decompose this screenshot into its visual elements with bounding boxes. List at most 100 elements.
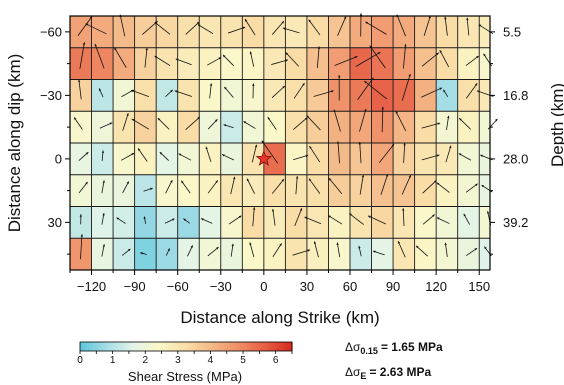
- slip-vector: [85, 23, 107, 35]
- slip-vector: [271, 59, 289, 65]
- slip-vector: [187, 245, 194, 257]
- slip-vector: [137, 148, 148, 162]
- slip-vector: [249, 51, 255, 67]
- slip-vector: [80, 234, 84, 260]
- slip-vector: [372, 250, 385, 256]
- slip-vector: [271, 178, 285, 194]
- stress-cell: [479, 206, 490, 239]
- slip-vector: [207, 246, 219, 257]
- slip-vector: [252, 83, 255, 99]
- slip-vector: [227, 26, 246, 34]
- x-tick-label: −90: [124, 279, 146, 294]
- slip-vector: [244, 18, 256, 36]
- slip-vector: [295, 176, 299, 195]
- slip-vector: [174, 90, 193, 97]
- slip-vector: [282, 27, 300, 34]
- slip-vector: [165, 89, 174, 98]
- slip-vector: [458, 117, 472, 130]
- depth-tick-label: 16.8: [503, 88, 528, 103]
- slip-vector: [336, 242, 341, 258]
- slip-vector: [224, 86, 234, 98]
- slip-vector: [164, 218, 175, 224]
- slip-vector: [359, 174, 365, 195]
- slip-vector: [292, 249, 311, 256]
- slip-vector: [395, 110, 407, 132]
- slip-vector: [334, 55, 358, 66]
- slip-vector: [78, 151, 89, 161]
- slip-vector: [99, 122, 113, 129]
- slip-vector: [402, 208, 405, 226]
- slip-vector: [207, 56, 222, 66]
- slip-vector: [379, 143, 395, 163]
- slip-vector: [271, 20, 285, 35]
- slip-vector: [401, 174, 412, 195]
- slip-vector: [465, 183, 478, 193]
- slip-vector: [243, 121, 256, 129]
- slip-vector: [159, 151, 169, 161]
- slip-vector: [230, 176, 236, 195]
- slip-vector: [79, 42, 86, 70]
- slip-vector: [207, 119, 218, 130]
- slip-vector: [207, 180, 219, 194]
- y-tick-label: −60: [40, 24, 62, 39]
- slip-vector: [421, 87, 443, 98]
- slip-vector: [465, 55, 479, 66]
- slip-vector: [144, 47, 148, 68]
- slip-vector: [180, 180, 191, 194]
- slip-vector: [285, 52, 300, 67]
- slip-vector: [249, 242, 255, 258]
- slip-vector: [131, 89, 150, 98]
- slip-vector: [445, 145, 452, 163]
- slip-vector: [309, 145, 321, 163]
- slip-vector: [359, 108, 367, 132]
- slip-vector: [143, 216, 147, 224]
- slip-vector: [465, 83, 478, 99]
- slip-vector: [131, 118, 149, 130]
- slip-arrows: [73, 13, 498, 260]
- slip-vector: [421, 154, 440, 161]
- slip-vector: [458, 153, 472, 161]
- slip-vector: [358, 141, 362, 164]
- slip-vector: [79, 214, 83, 225]
- slip-vector: [316, 46, 321, 68]
- y-tick-label: 0: [55, 151, 62, 166]
- x-axis-label: Distance along Strike (km): [180, 308, 379, 327]
- x-tick-label: 90: [386, 279, 400, 294]
- slip-vector: [446, 115, 450, 131]
- slip-vector: [116, 217, 126, 224]
- stress-drop-015: Δσ0.15 = 1.65 MPa: [345, 340, 443, 356]
- slip-vector: [306, 115, 321, 131]
- slip-vector: [228, 215, 242, 225]
- slip-vector: [101, 180, 105, 194]
- slip-vector: [143, 187, 153, 192]
- slip-vector: [313, 241, 319, 258]
- depth-tick-label: 39.2: [503, 215, 528, 230]
- slip-vector: [365, 21, 387, 35]
- slip-vector: [293, 154, 309, 161]
- slip-vector: [185, 21, 200, 35]
- slip-vector: [230, 243, 234, 257]
- slip-vector: [357, 77, 374, 101]
- x-axis-ticks: −120 −90 −60 −30 0 30 60 90 120 150: [69, 270, 490, 294]
- slip-vector: [183, 218, 190, 224]
- slip-vector: [308, 178, 321, 194]
- slip-vector: [200, 218, 213, 224]
- slip-vector: [466, 247, 478, 256]
- slip-vector: [333, 109, 341, 132]
- slip-vector: [422, 179, 437, 194]
- slip-vector: [252, 207, 256, 227]
- y-tick-label: 30: [48, 215, 62, 230]
- slip-vector: [304, 216, 322, 225]
- slip-vector: [349, 213, 364, 225]
- slip-vector: [98, 88, 104, 98]
- slip-vector: [154, 55, 171, 66]
- stress-cell: [479, 238, 490, 270]
- slip-vector: [401, 73, 411, 101]
- slip-vector: [78, 181, 88, 194]
- slip-vector: [165, 179, 173, 194]
- y-axis-label: Distance along dip (km): [5, 54, 24, 233]
- slip-vector: [165, 248, 171, 256]
- slip-vector: [122, 181, 130, 194]
- slip-vector: [121, 248, 131, 256]
- slip-vector: [101, 150, 105, 162]
